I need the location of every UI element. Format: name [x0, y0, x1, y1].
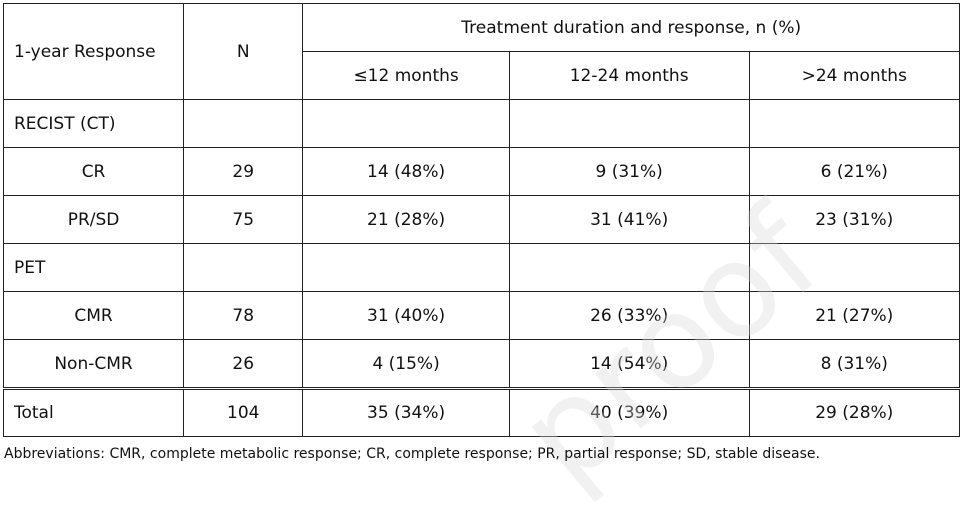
row-n: 26 — [183, 339, 304, 389]
row-value-3: 8 (31%) — [748, 339, 961, 389]
header-row-sub: ≤12 months 12-24 months >24 months — [4, 51, 961, 100]
total-value-2: 40 (39%) — [508, 387, 750, 437]
total-n: 104 — [183, 387, 304, 437]
table-row: Non-CMR 26 4 (15%) 14 (54%) 8 (31%) — [2, 339, 961, 389]
row-value-1: 14 (48%) — [302, 147, 510, 196]
row-value-3: 23 (31%) — [748, 195, 961, 244]
response-table: 1-year Response N Treatment duration and… — [2, 3, 961, 437]
total-label: Total — [2, 387, 185, 437]
header-row-top: 1-year Response N Treatment duration and… — [2, 3, 960, 100]
header-group-title: Treatment duration and response, n (%) — [302, 3, 960, 52]
row-value-2: 26 (33%) — [508, 291, 750, 340]
empty-cell — [183, 243, 304, 292]
row-n: 78 — [183, 291, 304, 340]
row-value-1: 4 (15%) — [302, 339, 510, 389]
empty-cell — [748, 243, 961, 292]
table-container: 1-year Response N Treatment duration and… — [2, 3, 961, 437]
row-n: 29 — [183, 147, 304, 196]
section-row-recist: RECIST (CT) — [2, 99, 961, 148]
row-value-1: 21 (28%) — [302, 195, 510, 244]
row-value-2: 31 (41%) — [508, 195, 750, 244]
row-value-1: 31 (40%) — [302, 291, 510, 340]
row-label: Non-CMR — [2, 339, 185, 389]
empty-cell — [508, 99, 750, 148]
empty-cell — [508, 243, 750, 292]
empty-cell — [748, 99, 961, 148]
table-row: PR/SD 75 21 (28%) 31 (41%) 23 (31%) — [2, 195, 961, 244]
row-value-2: 14 (54%) — [508, 339, 750, 389]
footnote: Abbreviations: CMR, complete metabolic r… — [4, 446, 820, 462]
empty-cell — [302, 99, 510, 148]
header-duration-3: >24 months — [748, 51, 961, 100]
header-duration-1: ≤12 months — [302, 51, 510, 100]
section-label: PET — [2, 243, 185, 292]
row-value-3: 21 (27%) — [748, 291, 961, 340]
header-duration-2: 12-24 months — [508, 51, 750, 100]
empty-cell — [183, 99, 304, 148]
row-label: PR/SD — [2, 195, 185, 244]
header-response: 1-year Response — [2, 3, 185, 100]
header-n: N — [183, 3, 304, 100]
total-value-1: 35 (34%) — [302, 387, 510, 437]
table-row: CR 29 14 (48%) 9 (31%) 6 (21%) — [2, 147, 961, 196]
table-row: CMR 78 31 (40%) 26 (33%) 21 (27%) — [2, 291, 961, 340]
row-value-3: 6 (21%) — [748, 147, 961, 196]
total-value-3: 29 (28%) — [748, 387, 961, 437]
section-label: RECIST (CT) — [2, 99, 185, 148]
empty-cell — [302, 243, 510, 292]
section-row-pet: PET — [2, 243, 961, 292]
row-value-2: 9 (31%) — [508, 147, 750, 196]
row-label: CMR — [2, 291, 185, 340]
row-n: 75 — [183, 195, 304, 244]
row-label: CR — [2, 147, 185, 196]
total-row: Total 104 35 (34%) 40 (39%) 29 (28%) — [2, 387, 961, 437]
